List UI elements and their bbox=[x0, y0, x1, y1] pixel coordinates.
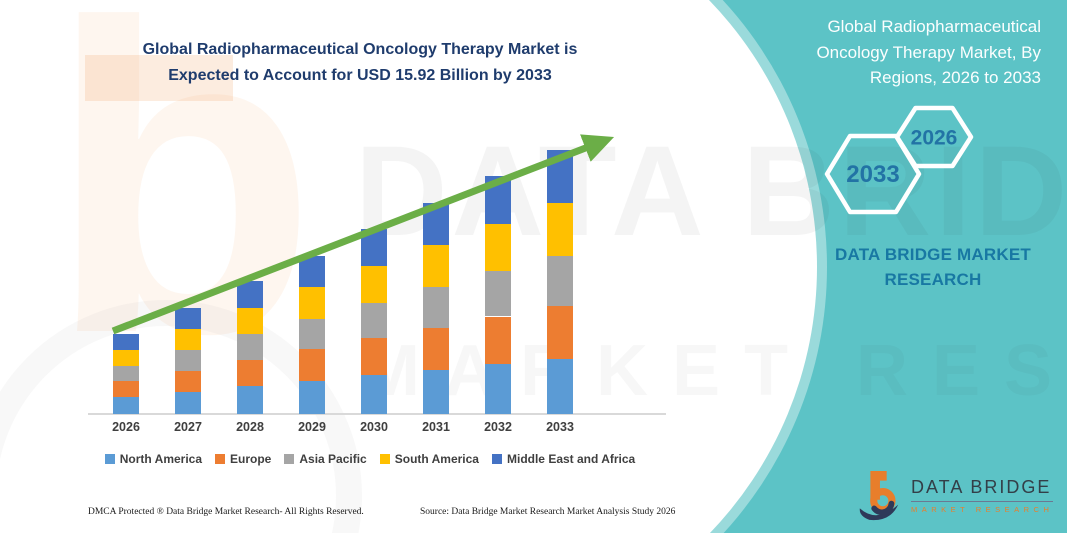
logo-text-block: DATA BRIDGE MARKET RESEARCH bbox=[911, 477, 1054, 514]
bar-segment-europe-2031 bbox=[423, 327, 449, 370]
bar-segment-south-america-2031 bbox=[423, 245, 449, 288]
bar-segment-asia-pacific-2032 bbox=[485, 271, 511, 317]
x-axis-label-2033: 2033 bbox=[546, 420, 574, 434]
legend-label: Europe bbox=[230, 452, 272, 466]
bar-segment-north-america-2028 bbox=[237, 386, 263, 414]
legend-item-asia-pacific: Asia Pacific bbox=[284, 452, 367, 466]
bar-segment-asia-pacific-2028 bbox=[237, 334, 263, 360]
legend-item-middle-east-and-africa: Middle East and Africa bbox=[491, 452, 636, 466]
x-axis-label-2031: 2031 bbox=[422, 420, 450, 434]
bar-segment-middle-east-and-africa-2030 bbox=[361, 228, 387, 267]
logo-swoosh-arc bbox=[871, 500, 895, 516]
bar-segment-south-america-2026 bbox=[113, 350, 139, 367]
bar-segment-north-america-2030 bbox=[361, 375, 387, 414]
bar-segment-asia-pacific-2027 bbox=[175, 350, 201, 371]
legend-item-north-america: North America bbox=[104, 452, 203, 466]
bar-segment-middle-east-and-africa-2026 bbox=[113, 334, 139, 351]
bar-segment-north-america-2029 bbox=[299, 380, 325, 414]
hexagon-year-small: 2026 bbox=[911, 127, 958, 150]
bar-segment-south-america-2028 bbox=[237, 307, 263, 335]
x-axis-label-2029: 2029 bbox=[298, 420, 326, 434]
bar-segment-asia-pacific-2033 bbox=[547, 255, 573, 306]
x-axis-label-2028: 2028 bbox=[236, 420, 264, 434]
data-bridge-logo-icon bbox=[859, 471, 899, 521]
bar-segment-south-america-2032 bbox=[485, 223, 511, 272]
brand-line1: DATA BRIDGE MARKET bbox=[835, 245, 1031, 264]
bar-segment-south-america-2033 bbox=[547, 203, 573, 256]
bar-segment-middle-east-and-africa-2033 bbox=[547, 150, 573, 204]
dmca-footer-text: DMCA Protected ® Data Bridge Market Rese… bbox=[88, 507, 364, 517]
legend-swatch-icon bbox=[104, 454, 115, 464]
legend-swatch-icon bbox=[284, 454, 295, 464]
hexagon-year-large: 2033 bbox=[846, 161, 899, 188]
bar-segment-middle-east-and-africa-2029 bbox=[299, 255, 325, 288]
bar-segment-middle-east-and-africa-2032 bbox=[485, 176, 511, 224]
bar-segment-europe-2033 bbox=[547, 305, 573, 359]
chart-title: Global Radiopharmaceutical Oncology Ther… bbox=[95, 37, 625, 90]
bar-segment-asia-pacific-2029 bbox=[299, 319, 325, 350]
brand-line2: RESEARCH bbox=[884, 269, 982, 289]
legend-label: South America bbox=[394, 452, 479, 466]
logo-name: DATA BRIDGE bbox=[911, 477, 1054, 502]
bar-segment-asia-pacific-2031 bbox=[423, 287, 449, 328]
bar-segment-north-america-2027 bbox=[175, 391, 201, 414]
legend-label: Asia Pacific bbox=[299, 452, 367, 466]
x-axis-label-2030: 2030 bbox=[360, 420, 388, 434]
x-axis-label-2027: 2027 bbox=[174, 420, 202, 434]
hexagon-2033 bbox=[824, 133, 922, 215]
legend-swatch-icon bbox=[491, 454, 502, 464]
bar-segment-europe-2032 bbox=[485, 316, 511, 365]
bar-segment-europe-2028 bbox=[237, 359, 263, 387]
x-axis-label-2032: 2032 bbox=[484, 420, 512, 434]
data-bridge-logo: DATA BRIDGE MARKET RESEARCH bbox=[856, 469, 1054, 521]
chart-title-line1: Global Radiopharmaceutical Oncology Ther… bbox=[142, 41, 578, 58]
bar-segment-north-america-2033 bbox=[547, 358, 573, 414]
bar-segment-south-america-2029 bbox=[299, 287, 325, 320]
bar-segment-europe-2030 bbox=[361, 338, 387, 376]
bar-segment-middle-east-and-africa-2027 bbox=[175, 307, 201, 330]
logo-swoosh bbox=[859, 504, 899, 521]
chart-title-line2: Expected to Account for USD 15.92 Billio… bbox=[168, 67, 552, 85]
bar-segment-south-america-2027 bbox=[175, 329, 201, 351]
legend-label: Middle East and Africa bbox=[506, 452, 636, 466]
logo-tagline: MARKET RESEARCH bbox=[911, 504, 1054, 514]
bar-segment-north-america-2032 bbox=[485, 364, 511, 414]
bar-segment-middle-east-and-africa-2031 bbox=[423, 203, 449, 246]
legend-swatch-icon bbox=[379, 454, 390, 464]
legend-item-europe: Europe bbox=[215, 452, 271, 466]
bar-segment-europe-2029 bbox=[299, 349, 325, 381]
bar-segment-europe-2027 bbox=[175, 370, 201, 392]
chart-legend: North America Europe Asia Pacific South Ame… bbox=[40, 452, 700, 466]
side-panel-title: Global Radiopharmaceutical Oncology Ther… bbox=[816, 17, 1041, 87]
year-hexagons: 2033 2026 bbox=[824, 105, 974, 215]
hexagon-2026 bbox=[894, 105, 974, 169]
brand-wordmark: DATA BRIDGE MARKET RESEARCH bbox=[783, 243, 1067, 292]
bar-segment-south-america-2030 bbox=[361, 266, 387, 304]
bar-segment-north-america-2026 bbox=[113, 397, 139, 414]
bar-segment-middle-east-and-africa-2028 bbox=[237, 281, 263, 308]
x-axis-label-2026: 2026 bbox=[112, 420, 140, 434]
legend-label: North America bbox=[119, 452, 203, 466]
legend-item-south-america: South America bbox=[379, 452, 479, 466]
bar-segment-europe-2026 bbox=[113, 381, 139, 398]
source-footer-text: Source: Data Bridge Market Research Mark… bbox=[420, 507, 676, 517]
bar-segment-north-america-2031 bbox=[423, 369, 449, 414]
bar-segment-asia-pacific-2026 bbox=[113, 366, 139, 382]
bar-segment-asia-pacific-2030 bbox=[361, 303, 387, 339]
legend-swatch-icon bbox=[215, 454, 226, 464]
